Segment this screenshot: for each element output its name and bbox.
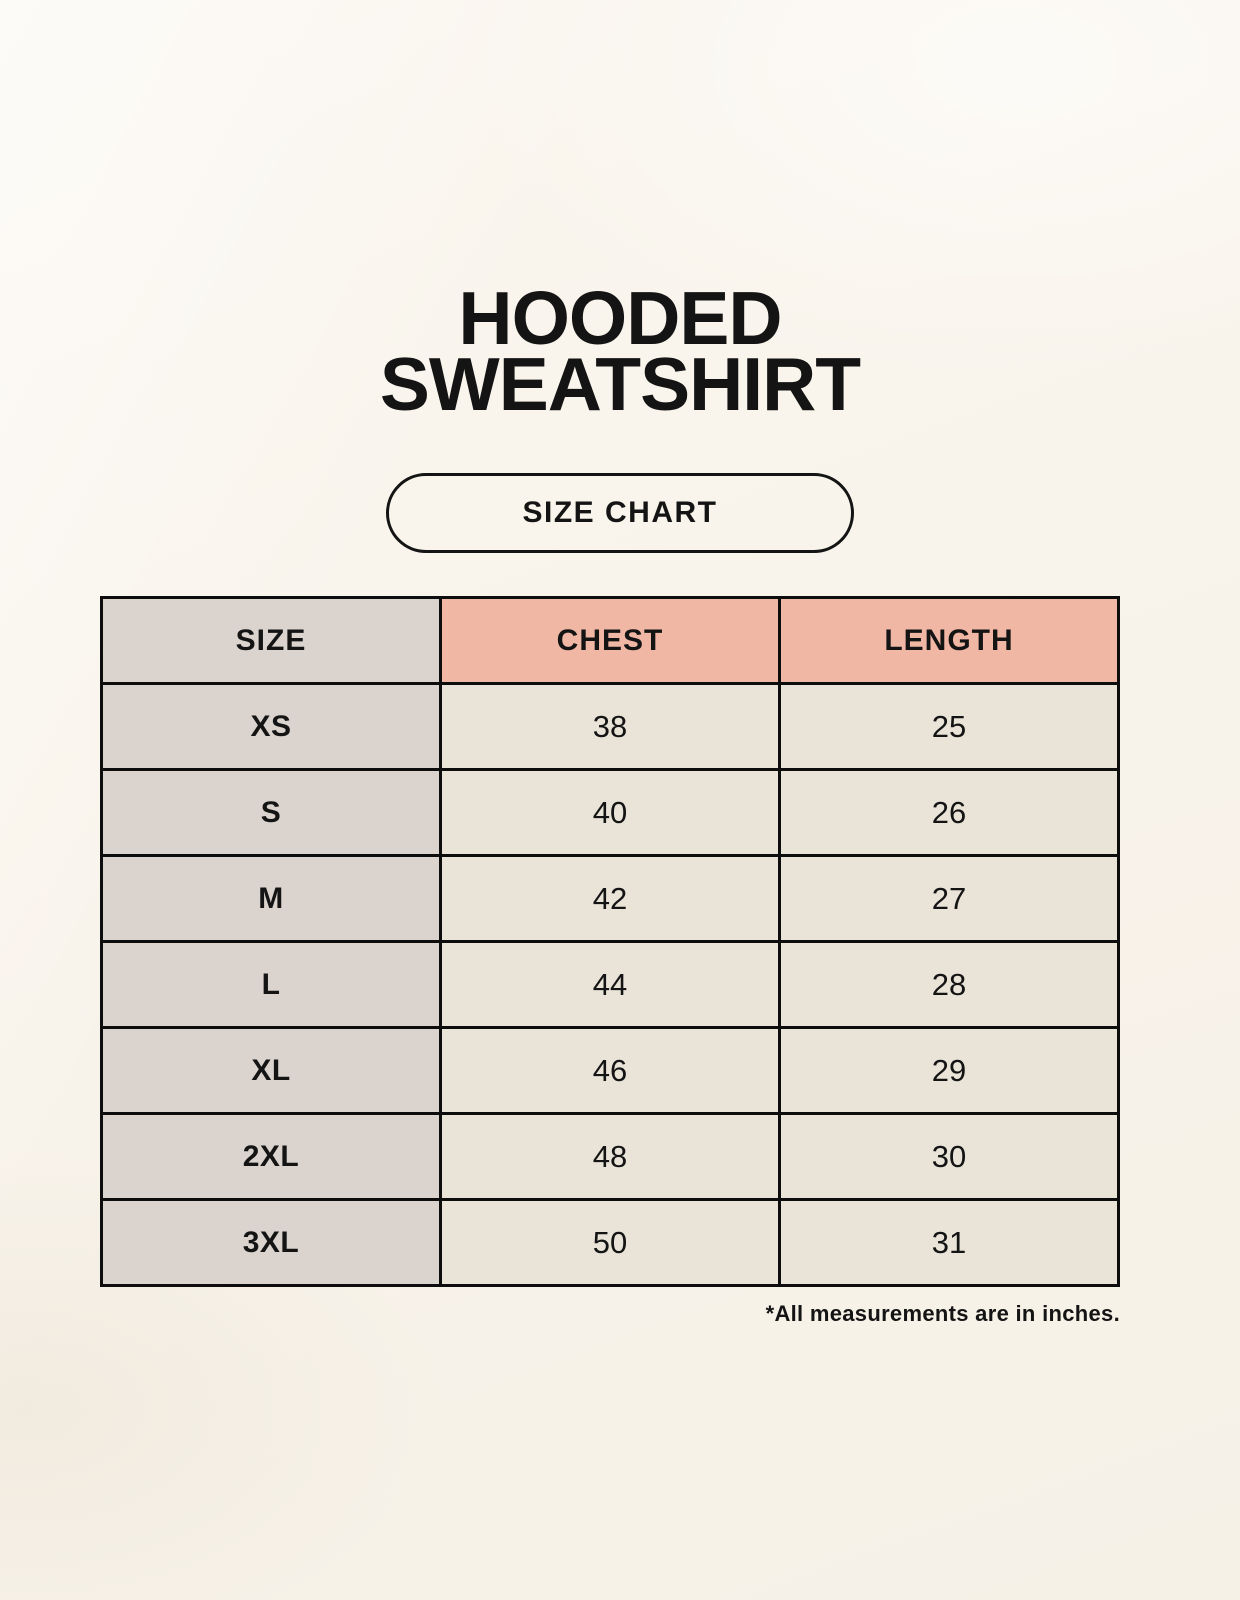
size-chart-label: SIZE CHART (522, 496, 718, 529)
size-cell: XS (100, 682, 442, 771)
size-cell: XL (100, 1026, 442, 1115)
chest-cell: 50 (439, 1198, 781, 1287)
chest-cell: 48 (439, 1112, 781, 1201)
page-title: HOODED SWEATSHIRT (0, 0, 1240, 426)
table-row: L 44 28 (100, 940, 1120, 1029)
size-cell: S (100, 768, 442, 857)
chest-cell: 46 (439, 1026, 781, 1115)
table-row: XS 38 25 (100, 682, 1120, 771)
table-row: XL 46 29 (100, 1026, 1120, 1115)
table-row: S 40 26 (100, 768, 1120, 857)
size-chart-button[interactable]: SIZE CHART (386, 473, 854, 553)
chest-cell: 38 (439, 682, 781, 771)
size-cell: 3XL (100, 1198, 442, 1287)
chest-cell: 40 (439, 768, 781, 857)
length-cell: 25 (778, 682, 1120, 771)
table-header-row: SIZE CHEST LENGTH (100, 596, 1120, 685)
length-cell: 31 (778, 1198, 1120, 1287)
measurements-footnote: *All measurements are in inches. (765, 1301, 1120, 1326)
column-header-size: SIZE (100, 596, 442, 685)
size-cell: 2XL (100, 1112, 442, 1201)
size-chart-page: HOODED SWEATSHIRT SIZE CHART SIZE CHEST … (0, 0, 1240, 1326)
size-cell: M (100, 854, 442, 943)
length-cell: 29 (778, 1026, 1120, 1115)
chest-cell: 42 (439, 854, 781, 943)
table-row: 2XL 48 30 (100, 1112, 1120, 1201)
size-cell: L (100, 940, 442, 1029)
length-cell: 30 (778, 1112, 1120, 1201)
length-cell: 26 (778, 768, 1120, 857)
length-cell: 28 (778, 940, 1120, 1029)
size-chart-table: SIZE CHEST LENGTH XS 38 25 S 40 26 M 42 27 L 44 28 X… (100, 596, 1120, 1287)
title-line-1: HOODED (458, 276, 782, 360)
table-row: M 42 27 (100, 854, 1120, 943)
title-line-2: SWEATSHIRT (379, 342, 861, 426)
table-row: 3XL 50 31 (100, 1198, 1120, 1287)
chest-cell: 44 (439, 940, 781, 1029)
column-header-length: LENGTH (778, 596, 1120, 685)
length-cell: 27 (778, 854, 1120, 943)
column-header-chest: CHEST (439, 596, 781, 685)
